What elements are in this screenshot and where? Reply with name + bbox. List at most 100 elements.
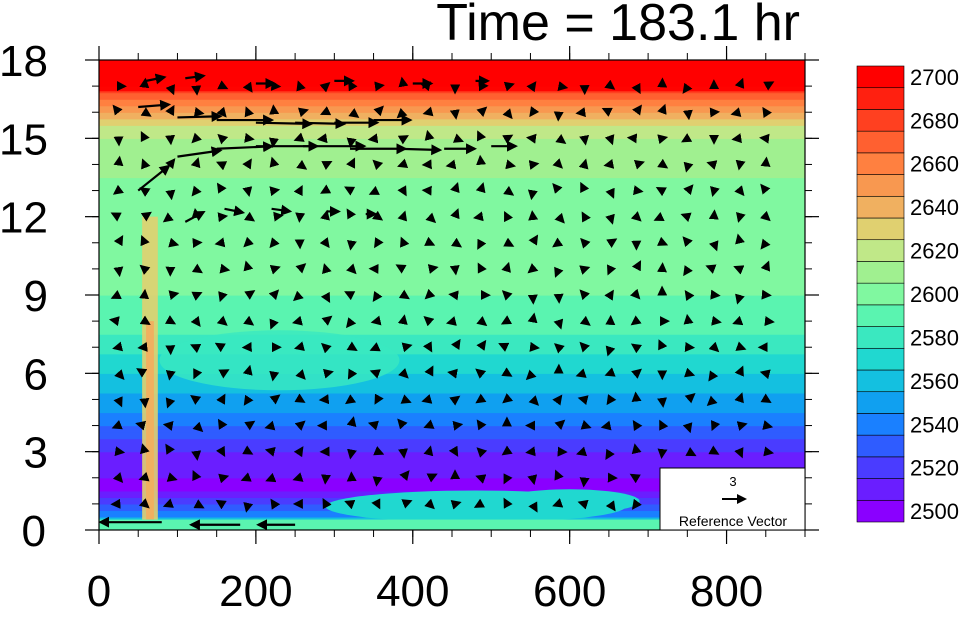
vector-arrow: [477, 238, 487, 250]
vector-arrow: [735, 159, 746, 171]
vector-arrow: [114, 369, 125, 380]
vector-arrow: [476, 315, 488, 327]
vector-arrow: [500, 315, 513, 325]
vector-arrow: [680, 212, 692, 223]
vector-arrow: [452, 133, 465, 143]
vector-arrow: [141, 158, 151, 170]
vector-arrow: [400, 394, 412, 404]
field-band: [99, 334, 805, 342]
vector-arrow: [734, 185, 745, 197]
vector-arrow: [322, 263, 332, 275]
vector-arrow: [552, 394, 563, 406]
vector-arrow: [216, 315, 228, 326]
vector-arrow: [632, 104, 642, 116]
strong-wind-vectors: [99, 71, 518, 530]
vector-arrow: [214, 237, 226, 248]
y-tick-label: 3: [24, 429, 48, 478]
field-band: [99, 419, 805, 427]
vector-arrow: [113, 235, 124, 247]
field-band: [99, 157, 805, 166]
vector-arrow: [369, 342, 381, 352]
colorbar-label: 2560: [910, 369, 959, 394]
colorbar-label: 2500: [910, 499, 959, 524]
colorbar-box: [856, 174, 905, 197]
colorbar-box: [856, 347, 905, 371]
reference-vector-panel: [659, 467, 806, 531]
vector-arrow: [269, 265, 281, 275]
vector-arrow: [320, 106, 332, 116]
vector-arrow: [606, 394, 617, 406]
colorbar-label: 2540: [910, 412, 959, 437]
vector-arrow: [344, 186, 356, 196]
vector-arrow: [165, 369, 176, 381]
vector-arrow: [708, 370, 719, 382]
vector-arrow: [604, 79, 616, 90]
vector-arrow: [528, 210, 539, 221]
vector-arrow: [475, 474, 487, 484]
vector-arrow: [501, 445, 513, 456]
vector-arrow: [450, 499, 462, 510]
vector-arrow: [423, 419, 435, 429]
vector-arrow: [732, 315, 744, 326]
colorbar-label: 2660: [910, 152, 959, 177]
vector-arrow: [575, 368, 587, 378]
vector-arrow: [501, 290, 513, 301]
vector-arrow: [293, 446, 304, 458]
vector-arrow: [242, 158, 252, 170]
field-band: [99, 138, 805, 146]
field-band: [99, 281, 805, 290]
vector-arrow: [268, 137, 279, 149]
field-band: [99, 464, 805, 472]
vector-arrow: [344, 291, 356, 301]
vector-arrow: [552, 158, 563, 169]
vector-arrow: [269, 104, 280, 115]
vector-arrow: [555, 134, 567, 144]
vector-arrow: [347, 368, 358, 380]
vector-arrow: [604, 367, 616, 377]
vector-arrow: [423, 315, 435, 327]
field-band: [99, 184, 805, 192]
vector-arrow: [450, 338, 461, 350]
vector-arrow: [218, 291, 228, 303]
vector-arrow: [398, 368, 409, 379]
field-band: [99, 216, 805, 224]
field-band: [99, 92, 805, 100]
vector-arrow: [475, 182, 486, 194]
colorbar-label: 2580: [910, 325, 959, 350]
vector-arrow: [422, 106, 434, 117]
vector-arrow: [736, 421, 748, 431]
vector-arrow: [576, 446, 588, 457]
x-tick-label: 400: [376, 567, 449, 616]
vector-arrow: [168, 290, 180, 301]
vector-arrow: [578, 158, 589, 170]
vector-arrow: [320, 184, 332, 194]
vector-arrow: [760, 238, 771, 250]
vector-arrow: [243, 394, 254, 406]
vector-arrow: [346, 416, 357, 428]
vector-arrow: [243, 501, 254, 513]
field-band: [99, 438, 805, 446]
vector-arrow: [193, 107, 205, 117]
y-tick-label: 6: [24, 350, 48, 399]
vector-arrow: [529, 106, 540, 118]
vector-arrow: [110, 289, 122, 299]
colorbar-box: [856, 413, 905, 436]
vector-arrow: [294, 420, 306, 431]
vector-arrow: [529, 341, 540, 352]
vector-arrow: [450, 237, 463, 248]
upper-warm-layer: [99, 60, 805, 92]
vector-arrow: [293, 132, 305, 142]
vector-arrow: [503, 473, 513, 485]
colorbar-box: [856, 282, 905, 306]
vector-arrow: [557, 81, 569, 91]
vector-arrow: [192, 469, 202, 482]
vector-arrow: [371, 498, 381, 510]
chart-title: Time = 183.1 hr: [436, 0, 800, 52]
vector-arrow: [554, 266, 564, 278]
vector-arrow: [215, 445, 226, 458]
field-band: [99, 360, 805, 368]
vector-arrow: [759, 133, 770, 144]
vector-arrow: [475, 368, 487, 379]
field-band: [99, 458, 805, 466]
vector-arrow: [575, 107, 586, 118]
